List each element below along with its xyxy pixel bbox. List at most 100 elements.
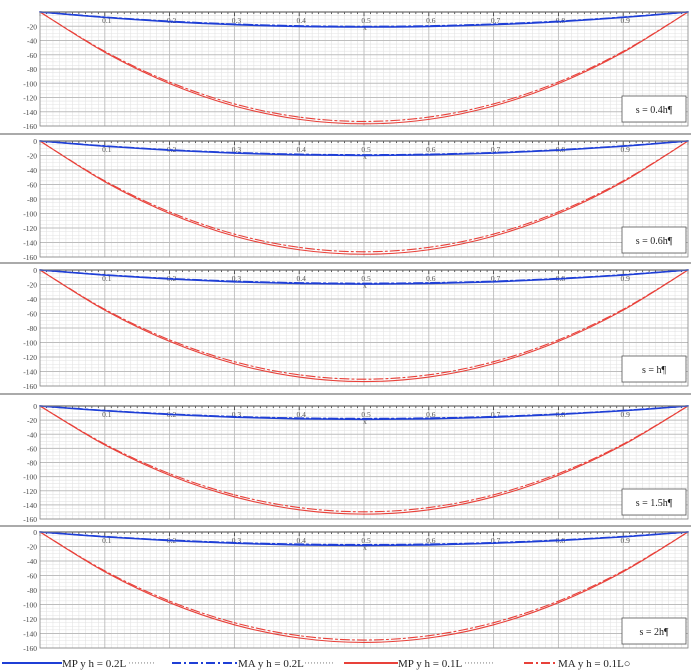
legend-leader-dots: ·········· <box>464 658 494 668</box>
data-point <box>363 639 365 641</box>
y-tick-label: -160 <box>23 122 37 131</box>
data-point <box>428 637 430 639</box>
data-point <box>363 380 365 383</box>
data-point <box>169 277 171 280</box>
spacing-label-box <box>621 226 687 254</box>
data-point <box>622 443 624 445</box>
data-point <box>557 340 560 343</box>
data-point <box>428 116 430 118</box>
data-point <box>298 635 300 637</box>
legend-label: MA y h = 0.1L○ <box>558 658 630 670</box>
spacing-label: s = h¶ <box>642 365 667 376</box>
data-point <box>169 539 171 541</box>
data-point <box>298 637 300 639</box>
x-tick-label: 0.7 <box>491 145 501 154</box>
y-tick-label: 0 <box>33 402 37 411</box>
data-point <box>169 474 171 476</box>
x-tick-label: 0.9 <box>621 274 631 283</box>
data-point <box>428 153 430 155</box>
y-tick-label: -40 <box>27 37 37 46</box>
data-point <box>298 25 300 27</box>
x-tick-label: 0.1 <box>102 536 112 545</box>
x-tick-label: 0.1 <box>102 274 112 283</box>
data-point <box>622 274 624 276</box>
chart-panel-1: -20 -40 -60 -80 -100 -120 -140 -160 0.1 0.2 0.3 0.4… <box>23 11 689 131</box>
data-point <box>104 443 106 445</box>
data-point <box>169 20 171 22</box>
y-tick-label: -120 <box>23 94 37 103</box>
data-point <box>493 494 495 496</box>
legend: MP y h = 0.2L ········· MA y h = 0.2L ·····… <box>2 658 630 670</box>
data-point <box>363 641 365 644</box>
y-tick-label: -100 <box>23 601 37 610</box>
data-point <box>622 535 624 538</box>
x-tick-label: 0.3 <box>232 145 242 154</box>
x-tick-label: 0.9 <box>621 536 631 545</box>
x-tick-label: 0.5 <box>361 410 371 419</box>
x-axis-label: x <box>363 417 367 426</box>
data-point <box>557 277 560 280</box>
legend-item: MA y h = 0.2L ·········· <box>172 658 334 670</box>
data-point <box>493 542 495 544</box>
data-point <box>557 339 560 341</box>
data-point <box>104 50 106 53</box>
x-tick-label: 0.8 <box>556 16 566 25</box>
data-point <box>557 211 560 213</box>
data-point <box>493 235 495 237</box>
data-point <box>233 496 235 498</box>
data-point <box>104 308 106 310</box>
data-point <box>298 246 300 248</box>
data-point <box>233 152 235 154</box>
data-point <box>557 474 560 476</box>
y-tick-label: -100 <box>23 210 37 219</box>
data-point <box>363 378 365 380</box>
data-point <box>298 249 300 251</box>
data-point <box>622 409 624 412</box>
spacing-label: s = 0.4h¶ <box>636 105 673 116</box>
data-point <box>169 211 171 213</box>
data-point <box>557 83 560 85</box>
data-point <box>428 417 430 419</box>
x-tick-label: 0.9 <box>621 410 631 419</box>
data-point <box>493 361 495 363</box>
y-tick-label: -100 <box>23 79 37 88</box>
spacing-label-box <box>621 355 687 383</box>
spacing-label-box <box>621 617 687 645</box>
data-point <box>557 600 560 602</box>
y-tick-label: -120 <box>23 615 37 624</box>
y-tick-label: -100 <box>23 473 37 482</box>
data-point <box>363 282 365 284</box>
y-tick-label: -20 <box>27 416 37 425</box>
data-point <box>557 539 560 541</box>
data-point <box>557 20 560 22</box>
x-tick-label: 0.4 <box>297 410 307 419</box>
x-tick-label: 0.3 <box>232 274 242 283</box>
data-point <box>298 509 300 511</box>
data-point <box>428 25 430 27</box>
data-point <box>104 180 106 182</box>
data-point <box>104 570 106 572</box>
data-point <box>493 233 495 235</box>
data-point <box>233 105 235 107</box>
data-point <box>104 16 106 18</box>
data-point <box>363 417 365 420</box>
plot-frame <box>39 531 689 649</box>
y-tick-label: -80 <box>27 459 37 468</box>
x-tick-label: 0.1 <box>102 145 112 154</box>
data-point <box>622 145 624 147</box>
x-tick-label: 0.5 <box>361 145 371 154</box>
data-point <box>363 251 365 253</box>
data-point <box>104 145 106 147</box>
x-tick-label: 0.6 <box>426 145 436 154</box>
data-point <box>557 602 560 604</box>
data-point <box>298 543 300 545</box>
spacing-label-box <box>621 95 687 123</box>
data-point <box>233 624 235 626</box>
y-tick-label: -160 <box>23 253 37 262</box>
y-tick-label: -120 <box>23 487 37 496</box>
data-point <box>363 544 365 546</box>
x-tick-label: 0.4 <box>297 274 307 283</box>
data-point <box>169 149 171 151</box>
y-tick-label: -160 <box>23 644 37 653</box>
